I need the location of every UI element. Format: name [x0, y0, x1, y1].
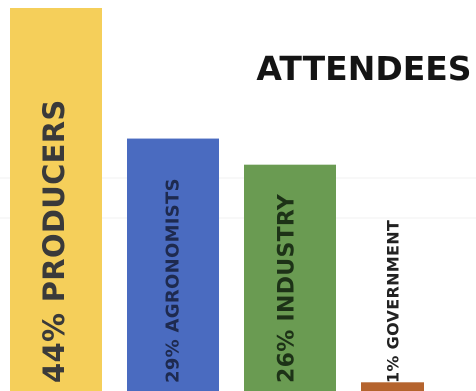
- bar-label-government: 1% GOVERNMENT: [384, 220, 403, 383]
- bar-label-agronomists: 29% AGRONOMISTS: [163, 178, 184, 383]
- bar-agronomists: [127, 138, 219, 391]
- bar-label-producers: 44% PRODUCERS: [37, 99, 71, 383]
- bars-group: 44% PRODUCERS 29% AGRONOMISTS 26% INDUSTRY…: [10, 8, 424, 391]
- bar-industry: [244, 164, 336, 391]
- chart-title: ATTENDEES: [256, 49, 471, 88]
- bar-government: [361, 382, 424, 391]
- bar-producers: [10, 8, 102, 391]
- bar-label-industry: 26% INDUSTRY: [275, 193, 300, 383]
